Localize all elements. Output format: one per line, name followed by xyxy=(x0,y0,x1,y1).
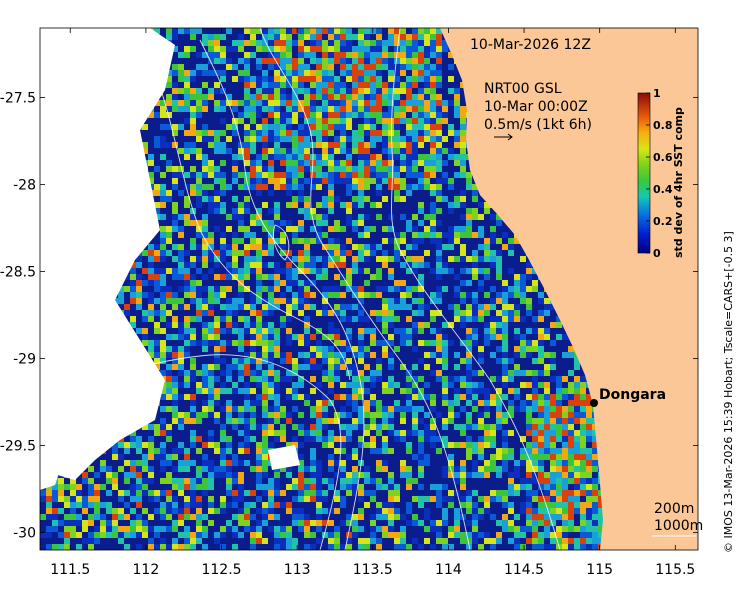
y-tick-label: -28.5 xyxy=(0,265,36,281)
map-frame xyxy=(39,27,699,551)
y-tick-label: -29.5 xyxy=(0,439,36,455)
y-tick-label: -28 xyxy=(13,178,36,194)
current-scale-arrow xyxy=(494,133,513,141)
current-vector-label-scale: 0.5m/s (1kt 6h) xyxy=(484,117,592,133)
credit-text: © IMOS 13-Mar-2026 15:39 Hobart; Tscale=… xyxy=(722,231,735,553)
x-tick-label: 114.5 xyxy=(504,562,544,578)
bathymetry-contours xyxy=(44,28,561,550)
dongara-marker xyxy=(590,399,598,407)
x-axis: 111.5 112 112.5 113 113.5 114 114.5 115 115.5 xyxy=(50,28,695,578)
colorbar-tick-label: 0.4 xyxy=(653,183,673,196)
current-vector-label-source: NRT00 GSL xyxy=(484,81,562,97)
no-data-patch xyxy=(40,470,60,490)
map-timestamp: 10-Mar-2026 12Z xyxy=(470,37,591,53)
x-tick-label: 115.5 xyxy=(655,562,695,578)
x-tick-label: 112.5 xyxy=(201,562,241,578)
colorbar-label: std dev of 4hr SST comp xyxy=(672,107,685,258)
colorbar xyxy=(637,92,651,254)
y-tick-label: -29 xyxy=(13,352,36,368)
x-tick-label: 111.5 xyxy=(50,562,90,578)
x-tick-label: 115 xyxy=(586,562,613,578)
colorbar-tick-label: 0.8 xyxy=(653,119,673,132)
no-data-patch xyxy=(268,445,300,470)
x-tick-label: 112 xyxy=(133,562,160,578)
land-mass xyxy=(440,28,698,550)
colorbar-ticks: 1 0.8 0.6 0.4 0.2 0 xyxy=(646,87,673,260)
contour-legend-200m: 200m xyxy=(654,501,694,517)
x-tick-label: 113.5 xyxy=(353,562,393,578)
current-vector-label-time: 10-Mar 00:00Z xyxy=(484,99,588,115)
colorbar-tick-label: 0.6 xyxy=(653,151,673,164)
contour-legend-1000m: 1000m xyxy=(654,518,703,534)
x-tick-label: 113 xyxy=(284,562,311,578)
map-panel xyxy=(40,28,698,550)
dongara-label: Dongara xyxy=(599,387,666,403)
colorbar-tick-label: 1 xyxy=(653,87,661,100)
y-tick-label: -30 xyxy=(13,526,36,542)
y-tick-label: -27.5 xyxy=(0,91,36,107)
x-tick-label: 114 xyxy=(435,562,462,578)
colorbar-tick-label: 0.2 xyxy=(653,215,673,228)
colorbar-tick-label: 0 xyxy=(653,247,661,260)
y-axis: -27.5 -28 -28.5 -29 -29.5 -30 xyxy=(0,91,698,542)
